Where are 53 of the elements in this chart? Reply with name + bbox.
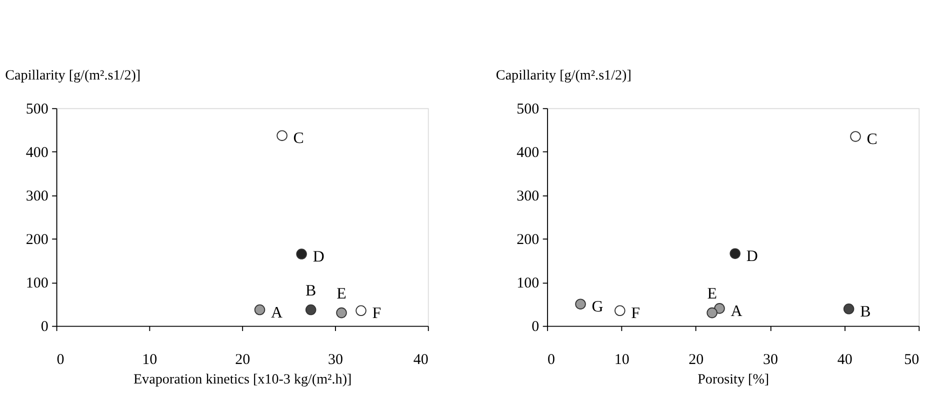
point [714, 303, 725, 314]
point [356, 305, 366, 316]
y-tick-label: 300 [26, 188, 48, 204]
x-tick-label: 40 [413, 352, 428, 368]
x-axis-title: Evaporation kinetics [x10-3 kg/(m².h)] [133, 372, 352, 388]
y-tick-label: 400 [516, 144, 540, 161]
annotation: A [271, 304, 284, 322]
annotation: G [592, 298, 604, 316]
annotation: F [372, 305, 382, 322]
x-tick-label: 0 [548, 352, 556, 368]
point [730, 248, 740, 259]
x-tick-label: 40 [837, 352, 852, 368]
annotation: A [730, 302, 743, 320]
y-tick-label: 100 [26, 275, 48, 292]
x-tick-label: 20 [688, 352, 704, 368]
point [336, 307, 347, 318]
x-tick-label: 0 [56, 352, 64, 368]
point [850, 131, 861, 142]
annotation: E [336, 286, 346, 303]
annotation: B [860, 303, 871, 320]
x-tick-label: 10 [142, 352, 158, 368]
point [276, 130, 288, 141]
point [305, 304, 316, 316]
annotation: B [306, 282, 316, 300]
y-tick-label: 200 [516, 232, 540, 248]
point [575, 298, 586, 310]
point [296, 248, 307, 260]
x-tick-label: 20 [235, 352, 250, 368]
y-tick-label: 0 [40, 319, 48, 336]
x-axis-title: Porosity [%] [698, 372, 770, 388]
y-tick-label: 200 [26, 232, 48, 248]
y-tick-label: 100 [516, 275, 540, 292]
annotation: F [631, 305, 640, 322]
y-axis-title: Capillarity [g/(m².s1/2)] [496, 68, 632, 84]
x-tick-label: 10 [614, 352, 630, 368]
x-tick-label: 50 [904, 352, 920, 368]
point [706, 307, 718, 318]
y-tick-label: 300 [516, 188, 540, 204]
y-tick-label: 400 [26, 144, 48, 161]
y-axis-title: Capillarity [g/(m².s1/2)] [5, 68, 141, 84]
annotation: C [866, 130, 878, 148]
y-tick-label: 0 [532, 319, 540, 336]
annotation: E [707, 286, 717, 303]
annotation: D [312, 248, 324, 266]
x-tick-label: 30 [763, 352, 778, 368]
annotation: C [293, 130, 304, 148]
x-tick-label: 30 [328, 352, 343, 368]
y-tick-label: 500 [516, 101, 540, 118]
point [843, 304, 854, 314]
point [614, 305, 626, 316]
point [254, 304, 266, 316]
annotation: D [746, 248, 758, 266]
y-tick-label: 500 [26, 101, 48, 118]
